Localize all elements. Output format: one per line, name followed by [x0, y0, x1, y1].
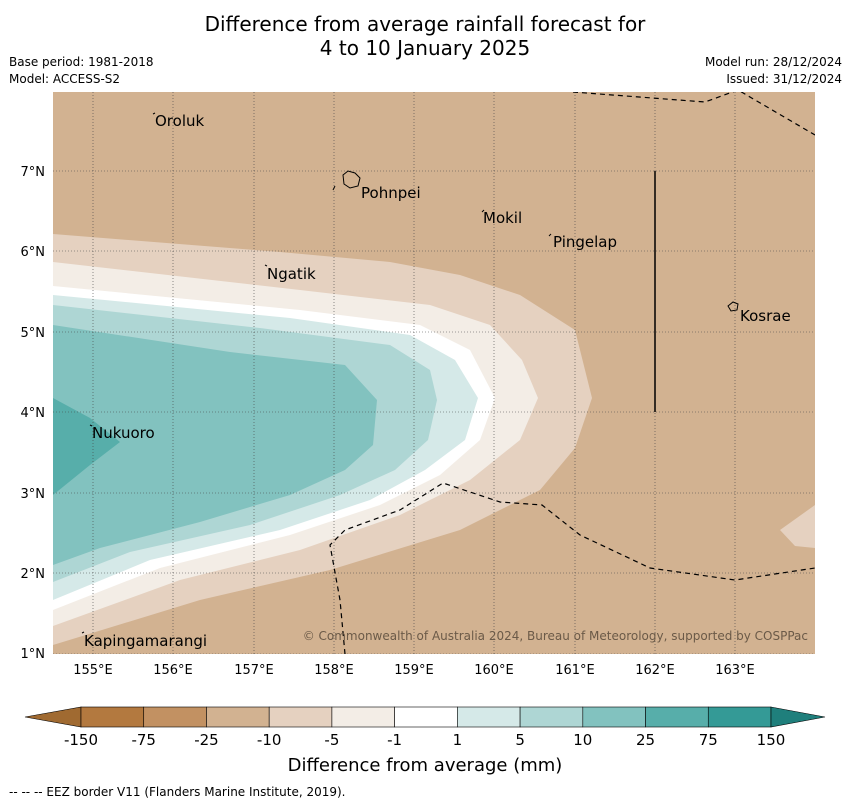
colorbar-swatch: [707, 706, 772, 728]
title-line-2: 4 to 10 January 2025: [319, 36, 531, 60]
place-pohnpei: Pohnpei: [361, 184, 421, 202]
lon-label: 160°E: [474, 663, 514, 678]
colorbar-tick-label: -75: [131, 731, 156, 749]
lat-label: 7°N: [21, 165, 46, 180]
colorbar-tick-label: 25: [636, 731, 655, 749]
place-pingelap: Pingelap: [553, 233, 617, 251]
lat-label: 3°N: [21, 487, 46, 502]
lon-label: 159°E: [394, 663, 434, 678]
lon-label: 163°E: [715, 663, 755, 678]
colorbar-extend-high: [770, 706, 826, 728]
chart-title: Difference from average rainfall forecas…: [0, 12, 850, 60]
colorbar-labels: -150 -75 -25 -10 -5 -1 1 5 10 25 75 150: [64, 731, 785, 749]
model-run: Model run: 28/12/2024: [704, 55, 842, 69]
lon-label: 161°E: [555, 663, 595, 678]
model-name: Model: ACCESS-S2: [9, 72, 121, 86]
lon-label: 158°E: [314, 663, 354, 678]
colorbar-swatch: [519, 706, 584, 728]
colorbar-tick-label: -150: [64, 731, 98, 749]
colorbar-tick-label: -5: [324, 731, 339, 749]
issued-date: Issued: 31/12/2024: [726, 72, 842, 86]
colorbar-tick-label: -25: [194, 731, 219, 749]
lon-label: 162°E: [635, 663, 675, 678]
band-patch-east: [780, 505, 815, 548]
colorbar-swatch: [331, 706, 395, 728]
ant-atoll-mark: [332, 185, 336, 191]
lon-axis: 155°E 156°E 157°E 158°E 159°E 160°E 161°…: [73, 663, 755, 678]
colorbar-tick-label: 10: [573, 731, 592, 749]
colorbar-tick-label: 75: [699, 731, 718, 749]
title-line-1: Difference from average rainfall forecas…: [204, 12, 646, 36]
lat-label: 1°N: [21, 647, 46, 662]
eez-borders: [329, 92, 815, 654]
lat-label: 2°N: [21, 567, 46, 582]
place-oroluk: Oroluk: [155, 112, 204, 130]
colorbar-swatch: [80, 706, 145, 728]
kosrae-island-shape: [727, 301, 739, 312]
colorbar-tick-label: 150: [757, 731, 786, 749]
eez-footnote: -- -- -- EEZ border V11 (Flanders Marine…: [9, 785, 346, 799]
colorbar: [24, 706, 826, 728]
band-10-25: [53, 325, 377, 565]
colorbar-swatch: [143, 706, 207, 728]
colorbar-swatch: [645, 706, 709, 728]
place-nukuoro: Nukuoro: [92, 424, 155, 442]
colorbar-swatch: [394, 706, 458, 728]
colorbar-extend-low: [24, 706, 82, 728]
lat-label: 6°N: [21, 245, 46, 260]
lon-label: 156°E: [153, 663, 193, 678]
colorbar-title: Difference from average (mm): [287, 755, 563, 776]
map-area: Oroluk Pohnpei Mokil Pingelap Ngatik Kos…: [53, 92, 815, 654]
base-period: Base period: 1981-2018: [9, 55, 154, 69]
colorbar-tick-label: -1: [387, 731, 402, 749]
place-kapingamarangi: Kapingamarangi: [84, 632, 207, 650]
place-mokil: Mokil: [483, 209, 522, 227]
lon-label: 155°E: [73, 663, 113, 678]
place-kosrae: Kosrae: [740, 307, 791, 325]
colorbar-tick-label: 1: [453, 731, 463, 749]
colorbar-swatch: [206, 706, 270, 728]
place-ngatik: Ngatik: [267, 265, 316, 283]
grid-lines: [53, 92, 815, 654]
lat-label: 5°N: [21, 326, 46, 341]
lat-label: 4°N: [21, 406, 46, 421]
pohnpei-island-shape: [342, 170, 361, 189]
meta-right: Model run: 28/12/2024 Issued: 31/12/2024: [705, 54, 842, 88]
atoll-marks: [81, 112, 552, 634]
colorbar-tick-label: 5: [515, 731, 525, 749]
band-25-75: [53, 398, 120, 495]
colorbar-swatch: [582, 706, 646, 728]
copyright-text: © Commonwealth of Australia 2024, Bureau…: [303, 629, 808, 643]
lat-axis: 7°N 6°N 5°N 4°N 3°N 2°N 1°N: [21, 165, 46, 662]
colorbar-swatch: [268, 706, 333, 728]
meta-left: Base period: 1981-2018 Model: ACCESS-S2: [9, 54, 154, 88]
lon-label: 157°E: [234, 663, 274, 678]
colorbar-swatch: [457, 706, 521, 728]
colorbar-tick-label: -10: [257, 731, 282, 749]
